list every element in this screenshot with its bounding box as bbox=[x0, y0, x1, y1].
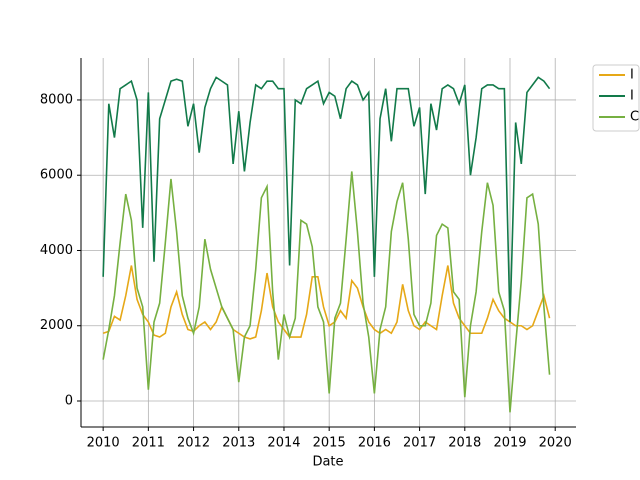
x-tick-label: 2012 bbox=[177, 436, 210, 451]
x-tick-label: 2013 bbox=[222, 436, 255, 451]
x-tick-label: 2015 bbox=[313, 436, 346, 451]
y-tick-label: 6000 bbox=[40, 168, 73, 183]
legend-box bbox=[592, 64, 640, 132]
legend-label: I bbox=[630, 89, 634, 104]
legend-label: I bbox=[630, 68, 634, 83]
x-tick-label: 2010 bbox=[87, 436, 120, 451]
x-tick-label: 2014 bbox=[267, 436, 300, 451]
x-axis-label: Date bbox=[312, 455, 343, 470]
y-tick-label: 0 bbox=[65, 393, 73, 408]
y-tick-label: 2000 bbox=[40, 318, 73, 333]
y-tick-label: 4000 bbox=[40, 243, 73, 258]
series-line bbox=[102, 76, 551, 322]
y-tick-label: 8000 bbox=[40, 92, 73, 107]
x-tick-label: 2017 bbox=[403, 436, 436, 451]
x-tick-label: 2018 bbox=[448, 436, 481, 451]
x-tick-label: 2011 bbox=[132, 436, 165, 451]
x-tick-label: 2016 bbox=[358, 436, 391, 451]
x-tick-label: 2020 bbox=[539, 436, 572, 451]
series-line bbox=[102, 265, 551, 340]
x-tick-label: 2019 bbox=[493, 436, 526, 451]
legend-label: C bbox=[630, 110, 639, 125]
series-line bbox=[102, 171, 551, 413]
